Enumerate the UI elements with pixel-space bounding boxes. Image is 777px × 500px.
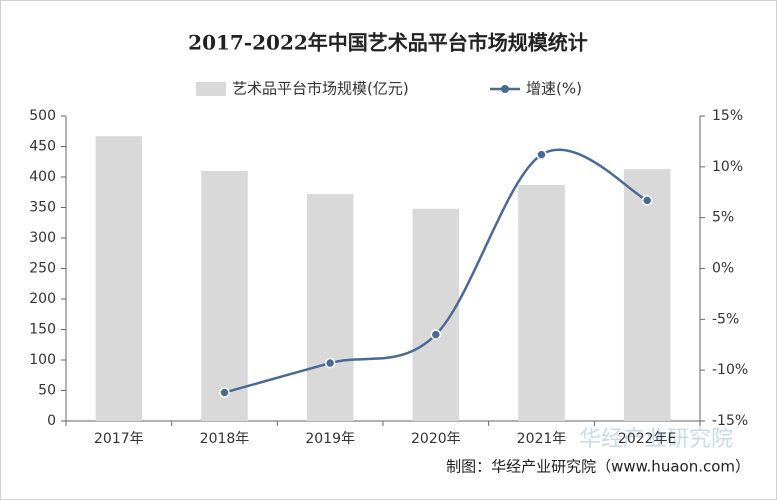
x-tick-label: 2021年 [517, 431, 567, 447]
y2-tick-label: 5% [712, 210, 734, 226]
y-tick-label: 100 [29, 352, 56, 368]
legend-label: 艺术品平台市场规模(亿元) [232, 80, 409, 98]
line [224, 148, 648, 394]
legend-swatch [196, 82, 226, 96]
y2-tick-label: -10% [712, 362, 748, 378]
source-note: 制图：华经产业研究院（www.huaon.com） [446, 458, 750, 476]
y-tick-label: 500 [29, 108, 56, 124]
legend-label: 增速(%) [526, 80, 582, 98]
y-tick-label: 0 [47, 413, 56, 429]
y2-tick-label: -5% [712, 311, 739, 327]
bar [201, 170, 248, 421]
point [324, 357, 336, 369]
bar [623, 169, 671, 421]
y-tick-label: 50 [38, 383, 56, 399]
y-tick-label: 150 [29, 322, 56, 338]
bar [518, 184, 565, 421]
point [219, 387, 230, 398]
x-tick-label: 2019年 [305, 431, 355, 447]
y2-tick-label: -15% [712, 413, 748, 429]
y2-tick-label: 10% [712, 159, 743, 175]
x-tick-label: 2020年 [411, 431, 461, 447]
y2-tick-label: 15% [712, 108, 743, 124]
bar [306, 194, 354, 421]
point [641, 195, 653, 206]
x-tick-label: 2018年 [200, 431, 250, 447]
x-tick-label: 2022年E [618, 431, 676, 447]
y-tick-label: 350 [29, 200, 56, 216]
y-tick-label: 450 [29, 139, 56, 155]
legend-swatch [501, 85, 509, 93]
y-tick-label: 250 [29, 261, 56, 277]
watermark: 华经产业研究院 [579, 427, 733, 452]
point [430, 329, 442, 340]
y-tick-label: 400 [29, 169, 56, 185]
x-tick-label: 2017年 [94, 431, 144, 447]
y-tick-label: 300 [29, 230, 56, 246]
bar [95, 136, 143, 421]
y-tick-label: 200 [29, 291, 56, 307]
y2-tick-label: 0% [712, 261, 734, 277]
point [536, 149, 547, 160]
chart-title: 2017-2022年中国艺术品平台市场规模统计 [188, 31, 588, 55]
